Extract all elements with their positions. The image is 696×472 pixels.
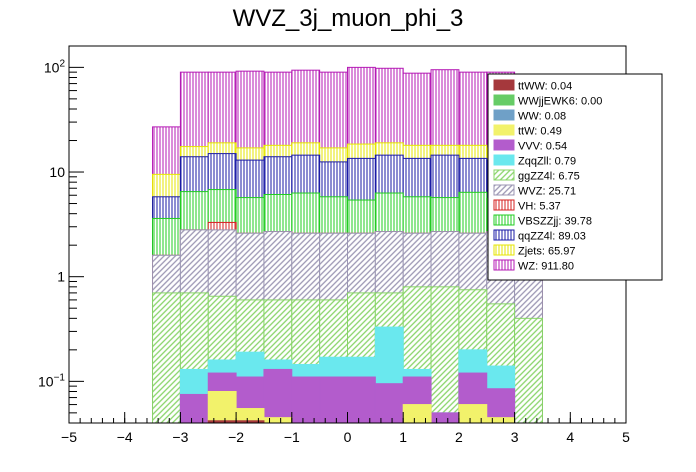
legend-swatch-wvz — [493, 184, 515, 196]
legend-label-zqqzll: ZqqZll: 0.79 — [518, 156, 576, 168]
legend-label-ttw: ttW: 0.49 — [518, 126, 562, 138]
x-tick-label: 5 — [622, 429, 630, 445]
legend-label-zjets: Zjets: 65.97 — [518, 246, 575, 258]
x-tick-label: 4 — [566, 429, 574, 445]
y-tick-label: 102 — [44, 58, 66, 75]
bar-ttw-bin-11 — [458, 404, 488, 424]
bar-vvv-bin-4 — [263, 368, 293, 424]
legend-label-ggzz4l: ggZZ4l: 6.75 — [518, 171, 580, 183]
legend-label-wwjjewk6: WWjjEWK6: 0.00 — [518, 96, 602, 108]
x-tick-label: 1 — [399, 429, 407, 445]
axes-layer: −5 −4 −3 −2 −1 0 1 2 3 4 5 10−1 1 10 102 — [38, 58, 630, 445]
bar-vvv-bin-5 — [291, 376, 321, 424]
legend-label-qqzz4l: qqZZ4l: 89.03 — [518, 231, 586, 243]
bars-layer — [152, 66, 543, 424]
y-tick-label: 1 — [57, 269, 65, 285]
bar-ggzz4l-bin-10 — [430, 286, 460, 424]
legend-swatch-vvv — [493, 139, 515, 151]
bar-ttw-bin-2 — [207, 390, 237, 424]
legend-label-ttww: ttWW: 0.04 — [518, 81, 572, 93]
y-tick-label: 10 — [49, 164, 65, 180]
x-tick-label: 3 — [511, 429, 519, 445]
legend-box — [487, 73, 663, 281]
legend-label-wvz: WVZ: 25.71 — [518, 186, 576, 198]
legend-label-ww: WW: 0.08 — [518, 111, 566, 123]
series-ttw — [207, 390, 516, 424]
bar-ggzz4l-bin-0 — [152, 292, 181, 424]
legend-swatch-vbszzjj — [493, 214, 515, 226]
legend-label-vh: VH: 5.37 — [518, 201, 561, 213]
x-tick-label: 2 — [455, 429, 463, 445]
x-tick-label: −1 — [284, 429, 300, 445]
bar-vvv-bin-10 — [430, 412, 460, 424]
bar-ttw-bin-9 — [402, 404, 432, 424]
x-tick-label: −3 — [172, 429, 188, 445]
bar-vvv-bin-7 — [347, 376, 376, 424]
legend-label-vbszzjj: VBSZZjj: 39.78 — [518, 216, 592, 228]
legend-swatch-zjets — [493, 244, 515, 256]
bar-ttw-bin-12 — [486, 417, 516, 424]
legend-swatch-ggzz4l — [493, 169, 515, 181]
x-tick-label: −2 — [228, 429, 244, 445]
legend-swatch-ttw — [493, 124, 515, 136]
bar-vvv-bin-1 — [179, 393, 209, 424]
legend-swatch-ww — [493, 109, 515, 121]
legend-swatch-wz — [493, 259, 515, 271]
legend-swatch-ttww — [493, 79, 515, 91]
legend-swatch-qqzz4l — [493, 229, 515, 241]
bar-vvv-bin-6 — [319, 376, 348, 424]
chart-title: WVZ_3j_muon_phi_3 — [233, 5, 464, 32]
bar-vvv-bin-8 — [374, 383, 404, 424]
x-tick-label: 0 — [344, 429, 352, 445]
legend-swatch-zqqzll — [493, 154, 515, 166]
legend: ttWW: 0.04 WWjjEWK6: 0.00 WW: 0.08 ttW: 0.4… — [487, 73, 663, 281]
legend-swatch-wwjjewk6 — [493, 94, 515, 106]
legend-label-wz: WZ: 911.80 — [518, 261, 574, 273]
y-tick-label: 10−1 — [38, 372, 65, 389]
legend-label-vvv: VVV: 0.54 — [518, 141, 567, 153]
legend-swatch-vh — [493, 199, 515, 211]
x-tick-label: −5 — [61, 429, 77, 445]
bar-ggzz4l-bin-13 — [514, 317, 543, 424]
bar-ttw-bin-4 — [263, 417, 293, 424]
x-tick-label: −4 — [117, 429, 133, 445]
